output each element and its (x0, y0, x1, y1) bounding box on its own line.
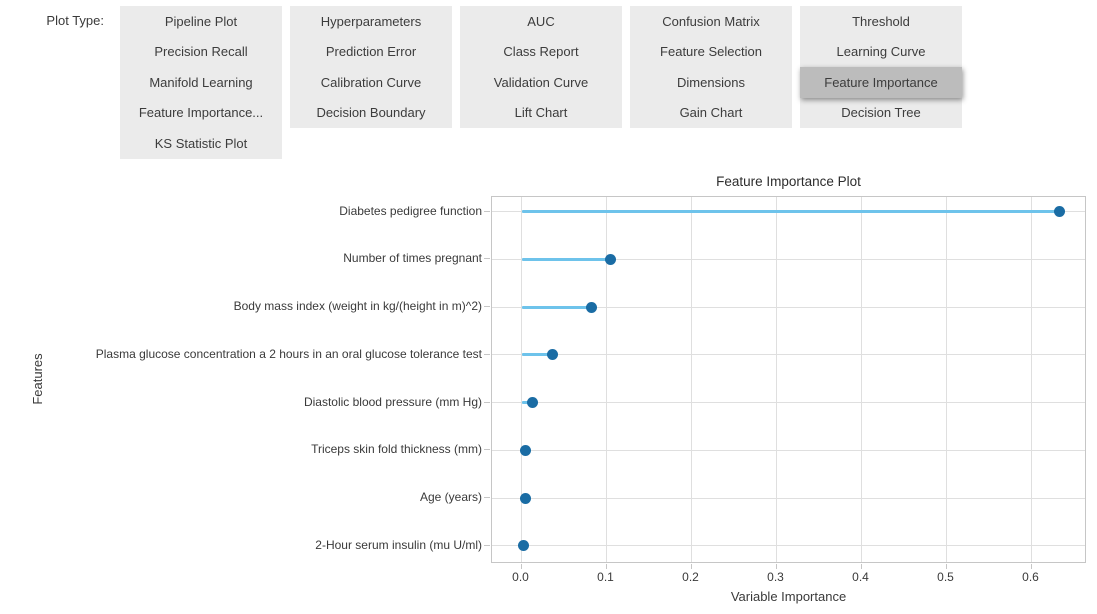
x-gridline (776, 197, 777, 562)
x-tick-mark (520, 564, 522, 569)
x-tick-label: 0.3 (767, 570, 784, 584)
lollipop-stem (521, 210, 1060, 213)
chart-title: Feature Importance Plot (716, 174, 861, 189)
x-tick-mark (605, 564, 607, 569)
y-gridline (492, 497, 1085, 499)
data-point (527, 397, 539, 408)
plot-area (491, 196, 1086, 563)
plot-type-button-feature-importance[interactable]: Feature Importance (800, 67, 962, 98)
x-tick-label: 0.0 (512, 570, 529, 584)
x-gridline (606, 197, 607, 562)
y-tick-mark (484, 449, 490, 451)
y-tick-label: Age (years) (419, 490, 482, 504)
y-tick-mark (484, 306, 490, 307)
x-tick-label: 0.6 (1022, 570, 1039, 584)
plot-type-button-lift-chart[interactable]: Lift Chart (460, 97, 622, 128)
y-tick-label: Number of times pregnant (343, 251, 482, 266)
plot-type-button-manifold-learning[interactable]: Manifold Learning (120, 67, 282, 98)
y-axis-title: Features (30, 353, 45, 405)
data-point (585, 301, 597, 313)
x-gridline (691, 197, 692, 562)
x-tick-mark (775, 564, 777, 569)
data-point (520, 444, 532, 456)
x-tick-label: 0.2 (682, 570, 699, 584)
plot-type-button-validation-curve[interactable]: Validation Curve (460, 67, 622, 98)
plot-type-button-decision-boundary[interactable]: Decision Boundary (290, 97, 452, 128)
x-gridline (946, 197, 947, 562)
y-gridline (492, 258, 1085, 260)
plot-type-button-dimensions[interactable]: Dimensions (630, 67, 792, 98)
y-tick-label: Triceps skin fold thickness (mm) (311, 442, 482, 457)
plot-type-button-learning-curve[interactable]: Learning Curve (800, 36, 962, 67)
plot-type-button-hyperparameters[interactable]: Hyperparameters (290, 6, 452, 37)
plot-type-button-class-report[interactable]: Class Report (460, 36, 622, 67)
x-axis-title: Variable Importance (730, 589, 847, 604)
x-gridline (861, 197, 862, 562)
y-tick-label: Body mass index (weight in kg/(height in… (233, 299, 482, 313)
y-gridline (492, 449, 1085, 451)
data-point (1054, 206, 1066, 217)
y-tick-mark (484, 258, 490, 260)
y-gridline (492, 402, 1085, 403)
plot-type-button-precision-recall[interactable]: Precision Recall (120, 36, 282, 67)
lollipop-stem (521, 401, 533, 404)
y-tick-mark (484, 544, 490, 546)
plot-type-button-threshold[interactable]: Threshold (800, 6, 962, 37)
x-tick-mark (945, 564, 947, 569)
x-tick-label: 0.4 (852, 570, 869, 584)
lollipop-stem (521, 257, 611, 261)
y-tick-mark (484, 353, 490, 355)
y-tick-label: Plasma glucose concentration a 2 hours i… (95, 346, 482, 361)
x-gridline (1031, 197, 1032, 562)
data-point (605, 253, 617, 265)
y-tick-label: 2-Hour serum insulin (mu U/ml) (315, 537, 482, 552)
x-gridline (521, 197, 522, 562)
data-point (546, 349, 558, 361)
y-gridline (492, 306, 1085, 308)
plot-type-button-decision-tree[interactable]: Decision Tree (800, 97, 962, 128)
y-tick-mark (484, 210, 490, 212)
y-tick-mark (484, 497, 490, 498)
plot-type-toggle-group: Pipeline Plot Hyperparameters AUC Confusion… (120, 6, 962, 159)
lollipop-stem (521, 353, 553, 357)
plot-type-button-feature-selection[interactable]: Feature Selection (630, 36, 792, 67)
data-point (517, 540, 529, 552)
y-gridline (492, 354, 1085, 356)
plot-type-button-feature-importance[interactable]: Feature Importance... (120, 97, 282, 128)
x-tick-mark (690, 564, 692, 569)
x-tick-label: 0.1 (597, 570, 614, 584)
plot-type-button-auc[interactable]: AUC (460, 6, 622, 37)
plot-type-button-gain-chart[interactable]: Gain Chart (630, 97, 792, 128)
plot-type-button-confusion-matrix[interactable]: Confusion Matrix (630, 6, 792, 37)
plot-type-button-pipeline-plot[interactable]: Pipeline Plot (120, 6, 282, 37)
plot-type-button-ks-statistic-plot[interactable]: KS Statistic Plot (120, 128, 282, 159)
plot-type-button-prediction-error[interactable]: Prediction Error (290, 36, 452, 67)
y-tick-mark (484, 401, 490, 403)
y-gridline (492, 545, 1085, 547)
x-tick-mark (1030, 564, 1032, 569)
y-tick-label: Diastolic blood pressure (mm Hg) (303, 394, 482, 409)
lollipop-stem (521, 305, 592, 309)
x-tick-mark (860, 564, 862, 569)
data-point (520, 492, 532, 504)
plot-type-label: Plot Type: (46, 13, 104, 28)
plot-type-button-calibration-curve[interactable]: Calibration Curve (290, 67, 452, 98)
y-tick-label: Diabetes pedigree function (339, 203, 482, 218)
x-tick-label: 0.5 (937, 570, 954, 584)
